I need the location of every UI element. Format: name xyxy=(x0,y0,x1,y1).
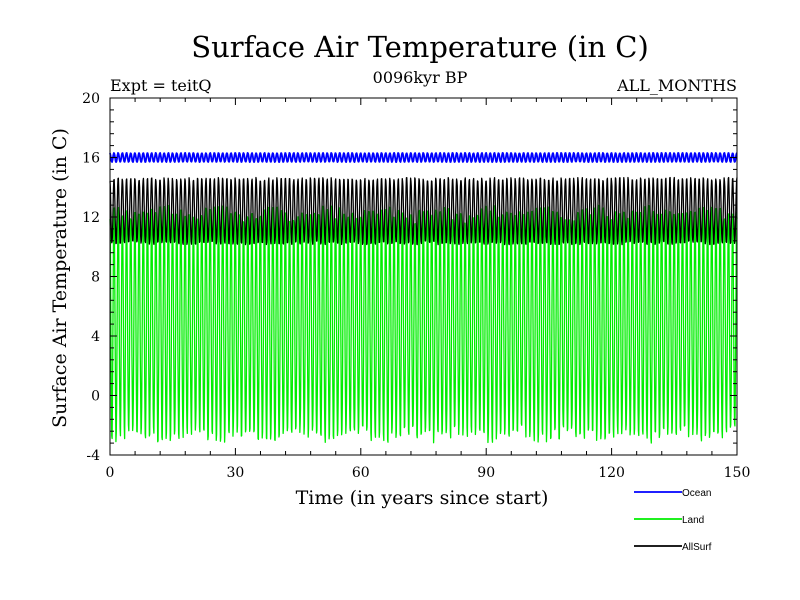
axis-ticks: 0 30 60 90 120 150 -4 0 4 8 12 16 20 xyxy=(82,91,750,481)
period-label: 0096kyr BP xyxy=(373,68,468,87)
x-tick-label: 120 xyxy=(598,465,625,481)
x-tick-label: 0 xyxy=(106,465,115,481)
x-tick-label: 60 xyxy=(352,465,370,481)
legend-label-allsurf: AllSurf xyxy=(682,542,712,553)
series-line-allsurf xyxy=(109,176,738,246)
y-tick-label: 4 xyxy=(91,329,100,345)
y-tick-label: 16 xyxy=(82,151,100,167)
y-tick-label: 0 xyxy=(91,389,100,405)
series-line-land xyxy=(109,204,738,444)
y-tick-label: 8 xyxy=(91,270,100,286)
y-axis-label: Surface Air Temperature (in C) xyxy=(49,128,71,428)
x-axis-label: Time (in years since start) xyxy=(296,487,549,509)
series-line-ocean xyxy=(109,152,738,163)
x-tick-label: 150 xyxy=(724,465,751,481)
x-tick-label: 30 xyxy=(226,465,244,481)
y-tick-label: 12 xyxy=(82,210,100,226)
legend-label-land: Land xyxy=(682,515,704,526)
y-tick-label: -4 xyxy=(86,448,100,464)
y-tick-label: 20 xyxy=(82,91,100,107)
series-layer xyxy=(109,152,738,444)
chart-title: Surface Air Temperature (in C) xyxy=(191,30,649,64)
x-tick-label: 90 xyxy=(477,465,495,481)
experiment-label: Expt = teitQ xyxy=(110,76,212,95)
legend: Ocean Land AllSurf xyxy=(634,488,712,553)
legend-label-ocean: Ocean xyxy=(682,488,711,499)
months-label: ALL_MONTHS xyxy=(616,76,737,95)
